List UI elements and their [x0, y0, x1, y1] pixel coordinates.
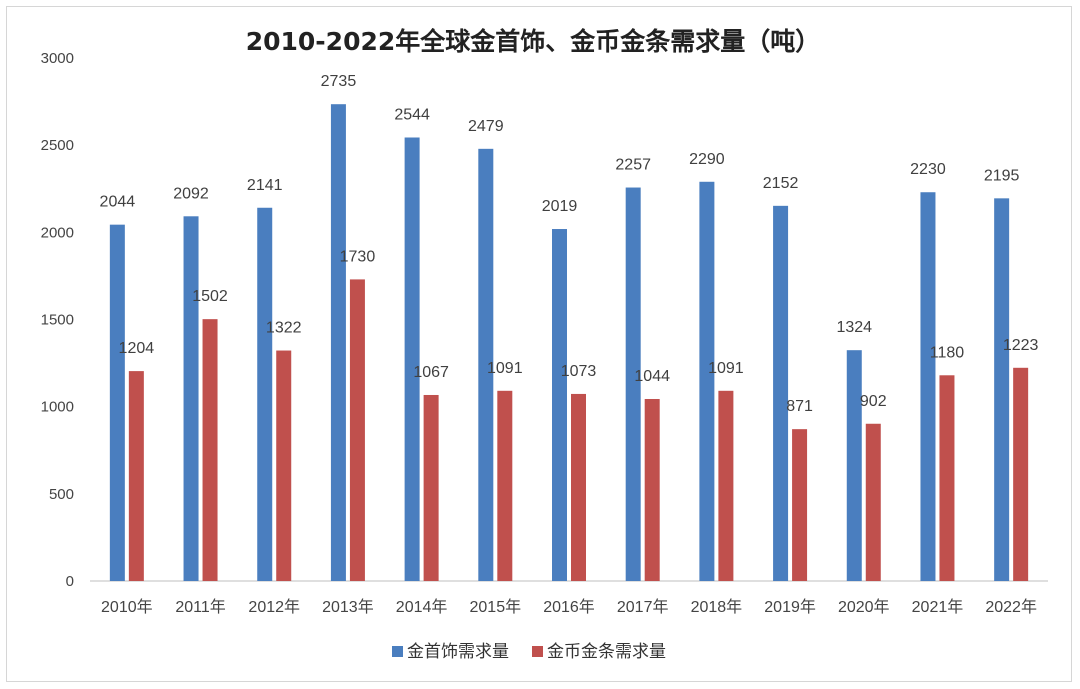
jewelry-bar [625, 187, 641, 581]
x-tick-label: 2017年 [617, 598, 669, 616]
legend: 金首饰需求量 金币金条需求量 [392, 642, 666, 662]
coin-bar-data-label: 1204 [119, 340, 155, 357]
jewelry-data-label: 2479 [468, 118, 504, 135]
coin-bar-data-label: 1091 [487, 360, 523, 377]
jewelry-data-label: 2152 [763, 175, 799, 192]
coin-bar-data-label: 1502 [192, 288, 228, 305]
x-tick-label: 2010年 [101, 598, 153, 616]
coin-bar-data-label: 902 [860, 393, 887, 410]
x-tick-label: 2021年 [912, 598, 964, 616]
coin-bar-data-label: 1730 [340, 248, 376, 265]
x-tick-label: 2022年 [985, 598, 1037, 616]
legend-coin-bar-swatch [532, 646, 543, 657]
coin-bar-data-label: 1044 [634, 368, 670, 385]
x-tick-label: 2018年 [691, 598, 743, 616]
jewelry-bar [699, 181, 715, 581]
jewelry-data-label: 2044 [100, 194, 136, 211]
y-tick-label: 2000 [41, 224, 74, 241]
coin-bar-bar [644, 398, 660, 581]
bars-group [109, 104, 1029, 582]
jewelry-data-label: 2290 [689, 151, 725, 168]
coin-bar-data-label: 1223 [1003, 337, 1039, 354]
coin-bar-bar [128, 371, 144, 581]
x-tick-label: 2020年 [838, 598, 890, 616]
jewelry-data-label: 2735 [321, 73, 357, 90]
y-tick-label: 1000 [41, 399, 74, 416]
jewelry-bar [478, 148, 494, 581]
x-tick-label: 2012年 [248, 598, 300, 616]
y-axis: 0 500 1000 1500 2000 2500 3000 [41, 50, 74, 590]
y-tick-label: 0 [66, 573, 74, 590]
jewelry-bar [330, 104, 346, 581]
jewelry-bar [846, 350, 862, 581]
legend-jewelry-label: 金首饰需求量 [407, 642, 509, 662]
chart-title: 2010-2022年全球金首饰、金币金条需求量（吨） [246, 27, 821, 56]
coin-bar-data-label: 1073 [561, 363, 597, 380]
jewelry-bar [257, 207, 273, 582]
legend-coin-bar-label: 金币金条需求量 [547, 642, 666, 662]
jewelry-bar [920, 192, 936, 581]
coin-bar-bar [423, 394, 439, 581]
coin-bar-data-label: 1180 [930, 344, 965, 361]
jewelry-bar [552, 229, 567, 581]
coin-bar-data-label: 1322 [266, 320, 302, 337]
coin-bar-bar [571, 393, 586, 581]
coin-bar-bar [497, 390, 513, 581]
x-tick-label: 2019年 [764, 598, 816, 616]
y-tick-label: 2500 [41, 137, 74, 154]
coin-bar-bar [276, 350, 292, 581]
data-labels-group: 2044 2092 2141 2735 2544 2479 2019 2257 2290 2152… [100, 73, 1039, 415]
jewelry-bar [404, 137, 420, 581]
jewelry-data-label: 2141 [247, 177, 283, 194]
jewelry-data-label: 1324 [836, 319, 872, 336]
x-tick-label: 2016年 [543, 598, 595, 616]
coin-bar-bar [939, 375, 955, 581]
x-tick-label: 2015年 [470, 598, 522, 616]
jewelry-data-label: 2092 [173, 185, 209, 202]
coin-bar-bar [1013, 367, 1029, 581]
jewelry-data-label: 2019 [542, 198, 578, 215]
x-tick-label: 2014年 [396, 598, 448, 616]
coin-bar-bar [718, 390, 734, 581]
x-tick-label: 2011年 [175, 598, 225, 616]
coin-bar-bar [792, 429, 808, 581]
coin-bar-data-label: 871 [786, 398, 813, 415]
coin-bar-data-label: 1067 [413, 364, 449, 381]
coin-bar-bar [865, 423, 881, 581]
y-tick-label: 3000 [41, 50, 74, 67]
coin-bar-bar [202, 319, 218, 581]
jewelry-data-label: 2230 [910, 161, 946, 178]
jewelry-bar [183, 216, 199, 581]
coin-bar-bar [349, 279, 365, 581]
x-tick-label: 2013年 [322, 598, 374, 616]
jewelry-bar [994, 198, 1010, 582]
coin-bar-data-label: 1091 [708, 360, 744, 377]
jewelry-data-label: 2195 [984, 167, 1020, 184]
legend-jewelry-swatch [392, 646, 403, 657]
jewelry-bar [109, 224, 125, 582]
y-tick-label: 500 [49, 486, 74, 503]
x-axis: 2010年 2011年 2012年 2013年 2014年 2015年 2016年 2017年… [90, 580, 1048, 616]
jewelry-bar [773, 205, 789, 582]
jewelry-data-label: 2544 [394, 106, 430, 123]
y-tick-label: 1500 [41, 312, 74, 329]
jewelry-data-label: 2257 [615, 157, 651, 174]
